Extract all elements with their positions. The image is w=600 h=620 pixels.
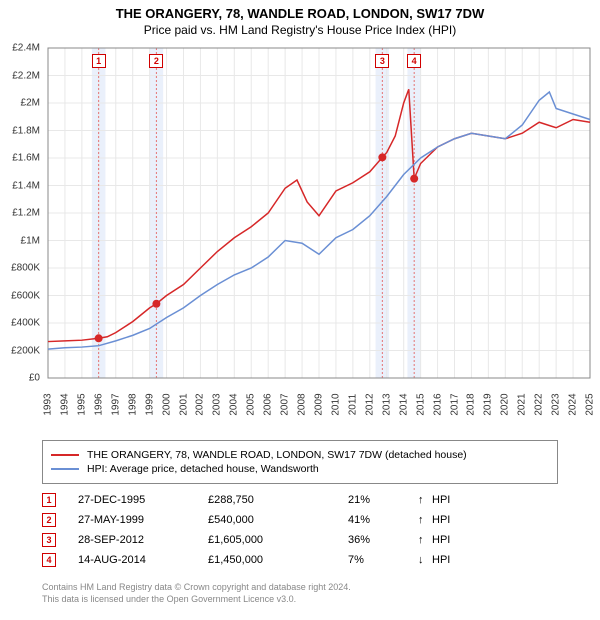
event-row-arrow-icon: ↓ — [418, 554, 432, 566]
event-row-pct: 41% — [348, 514, 418, 526]
legend-row: THE ORANGERY, 78, WANDLE ROAD, LONDON, S… — [51, 449, 549, 461]
x-axis-tick-label: 2008 — [297, 393, 308, 415]
legend-label: THE ORANGERY, 78, WANDLE ROAD, LONDON, S… — [87, 449, 467, 461]
x-axis-tick-label: 2006 — [263, 393, 274, 415]
x-axis-tick-label: 2022 — [534, 393, 545, 415]
event-row-suffix: HPI — [432, 494, 450, 506]
event-row-date: 28-SEP-2012 — [78, 534, 208, 546]
x-axis-tick-label: 2020 — [500, 393, 511, 415]
x-axis-tick-label: 2007 — [280, 393, 291, 415]
x-axis-tick-label: 2016 — [432, 393, 443, 415]
attribution-block: Contains HM Land Registry data © Crown c… — [42, 582, 558, 605]
event-row-arrow-icon: ↑ — [418, 514, 432, 526]
x-axis-tick-label: 2015 — [415, 393, 426, 415]
event-marker-box: 1 — [92, 54, 106, 68]
x-axis-tick-label: 2002 — [195, 393, 206, 415]
event-row: 1 27-DEC-1995£288,75021%↑HPI — [42, 490, 558, 510]
x-axis-tick-label: 1996 — [93, 393, 104, 415]
event-row-date: 27-DEC-1995 — [78, 494, 208, 506]
chart-svg — [0, 44, 600, 424]
attribution-line2: This data is licensed under the Open Gov… — [42, 594, 558, 606]
attribution-line1: Contains HM Land Registry data © Crown c… — [42, 582, 558, 594]
legend-swatch — [51, 468, 79, 470]
event-row-pct: 21% — [348, 494, 418, 506]
legend-box: THE ORANGERY, 78, WANDLE ROAD, LONDON, S… — [42, 440, 558, 484]
x-axis-tick-label: 2010 — [330, 393, 341, 415]
event-row: 2 27-MAY-1999£540,00041%↑HPI — [42, 510, 558, 530]
legend-swatch — [51, 454, 79, 456]
y-axis-tick-label: £800K — [11, 263, 40, 274]
x-axis-tick-label: 1997 — [110, 393, 121, 415]
x-axis-tick-label: 2025 — [585, 393, 596, 415]
event-row-price: £1,450,000 — [208, 554, 348, 566]
x-axis-tick-label: 2009 — [314, 393, 325, 415]
event-row-marker: 2 — [42, 513, 56, 527]
x-axis-tick-label: 1994 — [59, 393, 70, 415]
event-row: 4 14-AUG-2014£1,450,0007%↓HPI — [42, 550, 558, 570]
legend-row: HPI: Average price, detached house, Wand… — [51, 463, 549, 475]
x-axis-tick-label: 2012 — [364, 393, 375, 415]
x-axis-tick-label: 2004 — [229, 393, 240, 415]
event-row-marker: 3 — [42, 533, 56, 547]
y-axis-tick-label: £1.8M — [12, 125, 40, 136]
y-axis-tick-label: £1.4M — [12, 180, 40, 191]
x-axis-tick-label: 1998 — [127, 393, 138, 415]
event-row-arrow-icon: ↑ — [418, 534, 432, 546]
x-axis-tick-label: 2019 — [483, 393, 494, 415]
event-row-pct: 36% — [348, 534, 418, 546]
event-row-marker: 1 — [42, 493, 56, 507]
y-axis-tick-label: £2.4M — [12, 43, 40, 54]
x-axis-tick-label: 2000 — [161, 393, 172, 415]
y-axis-tick-label: £200K — [11, 345, 40, 356]
y-axis-tick-label: £600K — [11, 290, 40, 301]
event-row-suffix: HPI — [432, 514, 450, 526]
x-axis-tick-label: 2024 — [568, 393, 579, 415]
event-row: 3 28-SEP-2012£1,605,00036%↑HPI — [42, 530, 558, 550]
x-axis-tick-label: 2013 — [381, 393, 392, 415]
x-axis-tick-label: 2021 — [517, 393, 528, 415]
event-row-price: £1,605,000 — [208, 534, 348, 546]
x-axis-tick-label: 2001 — [178, 393, 189, 415]
chart-title-line1: THE ORANGERY, 78, WANDLE ROAD, LONDON, S… — [0, 6, 600, 21]
x-axis-tick-label: 1999 — [144, 393, 155, 415]
event-row-price: £288,750 — [208, 494, 348, 506]
x-axis-tick-label: 2014 — [398, 393, 409, 415]
event-row-date: 27-MAY-1999 — [78, 514, 208, 526]
x-axis-tick-label: 2017 — [449, 393, 460, 415]
x-axis-tick-label: 1995 — [76, 393, 87, 415]
event-row-price: £540,000 — [208, 514, 348, 526]
event-marker-box: 3 — [375, 54, 389, 68]
event-row-marker: 4 — [42, 553, 56, 567]
event-row-suffix: HPI — [432, 554, 450, 566]
event-marker-box: 4 — [407, 54, 421, 68]
x-axis-tick-label: 1993 — [43, 393, 54, 415]
event-row-date: 14-AUG-2014 — [78, 554, 208, 566]
event-row-pct: 7% — [348, 554, 418, 566]
y-axis-tick-label: £0 — [29, 373, 40, 384]
event-row-suffix: HPI — [432, 534, 450, 546]
y-axis-tick-label: £1.6M — [12, 153, 40, 164]
y-axis-tick-label: £2M — [21, 98, 40, 109]
event-row-arrow-icon: ↑ — [418, 494, 432, 506]
chart-title-block: THE ORANGERY, 78, WANDLE ROAD, LONDON, S… — [0, 0, 600, 37]
x-axis-tick-label: 2011 — [347, 394, 358, 416]
events-table: 127-DEC-1995£288,75021%↑HPI227-MAY-1999£… — [42, 490, 558, 570]
legend-label: HPI: Average price, detached house, Wand… — [87, 463, 319, 475]
x-axis-tick-label: 2005 — [246, 393, 257, 415]
x-axis-tick-label: 2023 — [551, 393, 562, 415]
chart-area: £0 £200K £400K £600K £800K £1M £1.2M £1.4M £1.6M… — [0, 44, 600, 424]
y-axis-tick-label: £2.2M — [12, 70, 40, 81]
chart-title-line2: Price paid vs. HM Land Registry's House … — [0, 23, 600, 37]
x-axis-tick-label: 2003 — [212, 393, 223, 415]
x-axis-tick-label: 2018 — [466, 393, 477, 415]
y-axis-tick-label: £1.2M — [12, 208, 40, 219]
event-marker-box: 2 — [149, 54, 163, 68]
y-axis-tick-label: £1M — [21, 235, 40, 246]
y-axis-tick-label: £400K — [11, 318, 40, 329]
